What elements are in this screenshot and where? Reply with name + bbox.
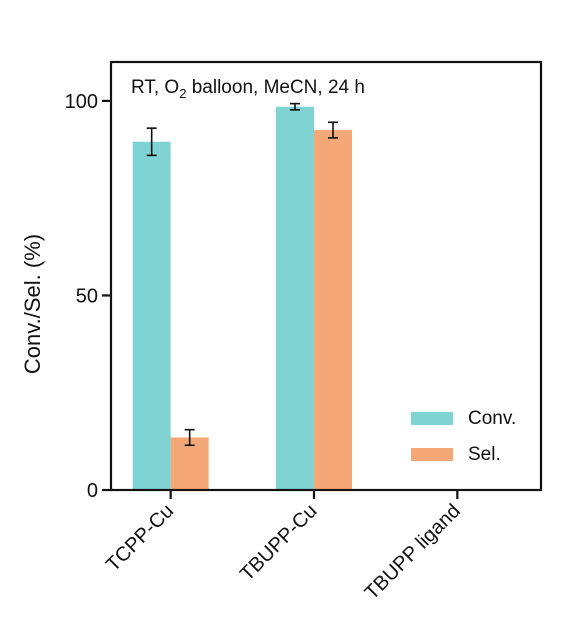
y-axis-label: Conv./Sel. (%)	[20, 234, 45, 374]
bar-sel	[314, 130, 352, 490]
y-tick-label: 0	[87, 480, 98, 502]
bars-layer	[132, 106, 352, 490]
bar-sel	[170, 437, 209, 490]
bar-conv	[132, 141, 171, 490]
error-bars-layer	[146, 102, 338, 447]
plot-frame	[109, 60, 543, 492]
legend-swatch	[411, 412, 453, 425]
x-tick-label: TBUPP-Cu	[236, 500, 321, 585]
condition-annotation: RT, O2 balloon, MeCN, 24 h	[131, 77, 365, 101]
annotation-text: RT, O	[131, 77, 179, 98]
y-tick-label: 50	[76, 285, 98, 307]
y-tick-label: 100	[65, 91, 98, 113]
legend-swatch	[411, 448, 453, 461]
x-axis-ticks: TCPP-Cu TBUPP-Cu TBUPP ligand	[102, 490, 465, 604]
legend: Conv. Sel.	[411, 408, 516, 465]
x-tick-label: TBUPP ligand	[361, 500, 465, 604]
annotation-subscript: 2	[179, 86, 186, 101]
legend-label: Sel.	[468, 444, 501, 465]
bar-conv	[276, 106, 314, 490]
y-axis-ticks: 0 50 100	[65, 91, 111, 502]
legend-label: Conv.	[468, 408, 516, 429]
annotation-tail: balloon, MeCN, 24 h	[186, 77, 365, 98]
x-tick-label: TCPP-Cu	[102, 500, 178, 576]
